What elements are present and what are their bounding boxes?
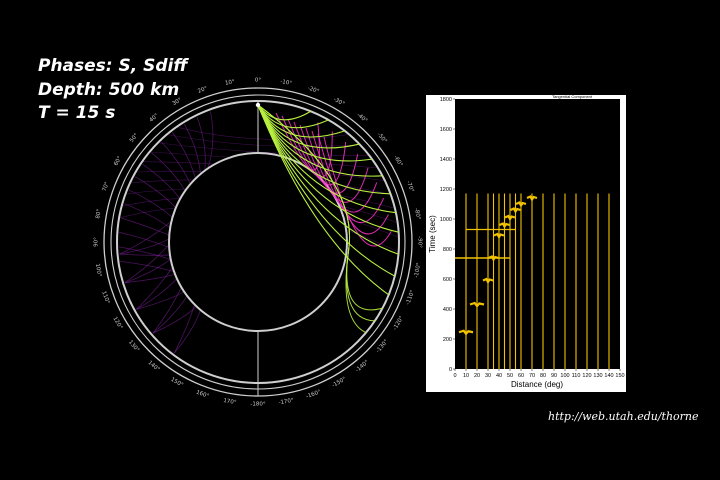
angle-tick-label: -90° xyxy=(417,236,423,248)
arrival-pulse xyxy=(499,222,510,229)
y-tick-label: 1800 xyxy=(440,97,452,103)
x-tick-label: 110 xyxy=(572,373,581,379)
y-tick-label: 1000 xyxy=(440,217,452,223)
angle-tick-label: 170° xyxy=(223,398,237,406)
angle-tick-label: -10° xyxy=(280,79,293,87)
x-tick-label: 0 xyxy=(453,373,456,379)
x-tick-label: 60 xyxy=(518,373,524,379)
y-tick-label: 800 xyxy=(443,247,452,253)
arrival-pulse xyxy=(458,329,474,336)
y-tick-label: 0 xyxy=(449,367,452,373)
x-tick-label: 90 xyxy=(551,373,557,379)
seismic-ray xyxy=(257,104,390,296)
chart-title: Tangential Component xyxy=(552,94,593,99)
x-tick-label: 80 xyxy=(540,373,546,379)
angle-tick-label: -100° xyxy=(414,262,423,278)
angle-tick-label: -30° xyxy=(332,97,345,108)
phases-label: Phases: S, Sdiff xyxy=(38,56,188,76)
source-marker xyxy=(255,102,261,108)
wavefront-arc xyxy=(311,130,385,224)
angle-tick-label: 120° xyxy=(111,316,123,331)
angle-tick-label: 110° xyxy=(100,290,110,305)
angle-tick-label: 70° xyxy=(102,181,111,192)
angle-tick-label: -70° xyxy=(405,180,415,193)
arrival-pulse xyxy=(526,195,538,202)
angle-tick-label: 30° xyxy=(172,97,184,107)
seismic-ray xyxy=(257,104,360,149)
angle-tick-label: 40° xyxy=(149,113,161,124)
angle-tick-label: 0° xyxy=(255,78,261,84)
angle-tick-label: 60° xyxy=(113,155,123,167)
angle-tick-label: 90° xyxy=(94,237,100,247)
angle-tick-label: -110° xyxy=(405,289,416,306)
diffracted-ray xyxy=(257,104,367,334)
angle-tick-label: -60° xyxy=(392,155,403,168)
arrival-pulse xyxy=(510,207,521,214)
angle-tick-label: -20° xyxy=(307,85,320,95)
wavefront-arc xyxy=(317,133,389,235)
y-axis-label: Time (sec) xyxy=(428,215,437,253)
arrival-pulse xyxy=(493,232,505,240)
x-tick-label: 140 xyxy=(604,373,613,379)
x-tick-label: 40 xyxy=(496,373,502,379)
x-tick-label: 20 xyxy=(474,373,480,379)
y-tick-label: 200 xyxy=(443,337,452,343)
arrival-pulse xyxy=(469,301,485,308)
reflected-wave-path xyxy=(177,127,349,140)
angle-tick-label: 150° xyxy=(170,377,185,389)
x-tick-label: 120 xyxy=(582,373,591,379)
x-tick-label: 130 xyxy=(593,373,602,379)
seismic-ray xyxy=(257,104,391,195)
wavefront-arc xyxy=(299,124,369,203)
y-tick-label: 1400 xyxy=(440,157,452,163)
seismic-ray xyxy=(257,104,396,214)
x-tick-label: 150 xyxy=(615,373,624,379)
reflected-wave-path xyxy=(167,134,359,147)
angle-tick-label: -80° xyxy=(413,208,421,221)
depth-label: Depth: 500 km xyxy=(38,80,180,100)
angle-tick-label: -180° xyxy=(250,402,265,408)
period-label: T = 15 s xyxy=(38,103,116,123)
wavefront-arc xyxy=(293,121,359,194)
angle-tick-label: 80° xyxy=(95,208,103,219)
x-tick-label: 100 xyxy=(560,373,569,379)
y-tick-label: 600 xyxy=(443,277,452,283)
arrival-pulse xyxy=(515,201,527,208)
seismic-ray xyxy=(257,104,373,162)
y-tick-label: 1600 xyxy=(440,127,452,133)
angle-tick-label: 20° xyxy=(197,86,208,95)
angle-tick-label: -160° xyxy=(305,389,322,400)
angle-tick-label: 160° xyxy=(195,390,210,400)
x-tick-label: 70 xyxy=(529,373,535,379)
y-tick-label: 1200 xyxy=(440,187,452,193)
x-tick-label: 30 xyxy=(485,373,491,379)
arrival-pulse xyxy=(504,214,516,222)
wavefront-arc xyxy=(287,118,347,186)
angle-tick-label: 50° xyxy=(129,132,140,144)
arrival-pulse xyxy=(482,277,494,285)
credit-url: http://web.utah.edu/thorne xyxy=(548,410,699,423)
seismic-ray xyxy=(257,104,312,121)
seismic-ray xyxy=(257,104,399,233)
y-tick-label: 400 xyxy=(443,307,452,313)
x-tick-label: 10 xyxy=(463,373,469,379)
angle-tick-label: -170° xyxy=(278,398,294,407)
plot-area xyxy=(455,99,620,369)
x-tick-label: 50 xyxy=(507,373,513,379)
angle-tick-label: 10° xyxy=(225,79,236,87)
wavefront-arc xyxy=(281,115,333,178)
angle-tick-label: 100° xyxy=(94,263,102,277)
x-axis-label: Distance (deg) xyxy=(511,380,563,389)
seismic-ray xyxy=(257,104,383,177)
